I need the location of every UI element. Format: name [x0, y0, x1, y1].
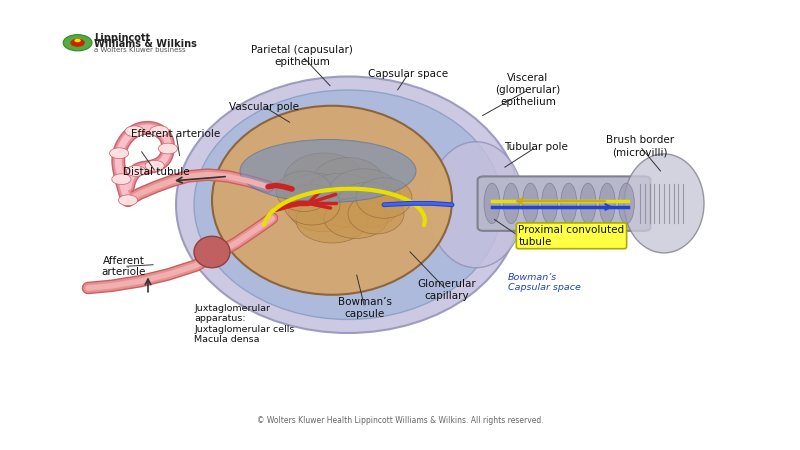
- Text: Brush border
(microvilli): Brush border (microvilli): [606, 135, 674, 157]
- Ellipse shape: [356, 178, 412, 218]
- Ellipse shape: [296, 198, 368, 243]
- Ellipse shape: [324, 198, 388, 238]
- Circle shape: [70, 39, 85, 47]
- Ellipse shape: [284, 173, 348, 218]
- Circle shape: [158, 143, 178, 154]
- Circle shape: [145, 160, 164, 171]
- Ellipse shape: [484, 183, 500, 224]
- Ellipse shape: [624, 154, 704, 253]
- Ellipse shape: [561, 183, 577, 224]
- Ellipse shape: [194, 236, 230, 268]
- Text: Efferent arteriole: Efferent arteriole: [131, 129, 221, 139]
- Ellipse shape: [522, 183, 538, 224]
- Circle shape: [150, 126, 169, 136]
- Ellipse shape: [288, 187, 360, 232]
- Text: Williams & Wilkins: Williams & Wilkins: [94, 39, 198, 49]
- Ellipse shape: [599, 183, 615, 224]
- Text: a Wolters Kluwer business: a Wolters Kluwer business: [94, 47, 186, 54]
- Text: Distal tubule: Distal tubule: [122, 167, 190, 177]
- Ellipse shape: [212, 106, 452, 295]
- Ellipse shape: [276, 171, 332, 212]
- Ellipse shape: [284, 153, 364, 207]
- Ellipse shape: [194, 90, 502, 320]
- Ellipse shape: [336, 182, 400, 227]
- Text: Visceral
(glomerular)
epithelium: Visceral (glomerular) epithelium: [495, 73, 561, 107]
- Text: © Wolters Kluwer Health Lippincott Williams & Wilkins. All rights reserved.: © Wolters Kluwer Health Lippincott Willi…: [257, 416, 543, 425]
- Circle shape: [74, 39, 81, 42]
- Text: Vascular pole: Vascular pole: [229, 102, 299, 112]
- Text: Proximal convoluted
tubule: Proximal convoluted tubule: [518, 225, 625, 247]
- Ellipse shape: [304, 173, 376, 218]
- Text: Bowman’s
capsule: Bowman’s capsule: [338, 297, 392, 319]
- Ellipse shape: [328, 169, 400, 218]
- Circle shape: [63, 35, 92, 51]
- Ellipse shape: [580, 183, 596, 224]
- Ellipse shape: [176, 76, 520, 333]
- Text: Afferent
arteriole: Afferent arteriole: [102, 256, 146, 277]
- Ellipse shape: [240, 140, 416, 202]
- Ellipse shape: [542, 183, 558, 224]
- Ellipse shape: [503, 183, 519, 224]
- Circle shape: [125, 126, 144, 137]
- Ellipse shape: [316, 187, 380, 227]
- Ellipse shape: [312, 158, 384, 207]
- Text: Juxtaglomerular
apparatus:
Juxtaglomerular cells
Macula densa: Juxtaglomerular apparatus: Juxtaglomerul…: [194, 304, 294, 344]
- Ellipse shape: [284, 184, 340, 225]
- Circle shape: [118, 195, 138, 206]
- Text: Capsular space: Capsular space: [368, 69, 448, 79]
- Ellipse shape: [428, 142, 524, 268]
- Circle shape: [112, 174, 131, 184]
- Ellipse shape: [348, 194, 404, 234]
- Text: Glomerular
capillary: Glomerular capillary: [417, 279, 476, 301]
- Circle shape: [126, 166, 146, 176]
- Text: Parietal (capusular)
epithelium: Parietal (capusular) epithelium: [251, 45, 354, 67]
- Ellipse shape: [618, 183, 634, 224]
- Circle shape: [110, 148, 129, 158]
- FancyBboxPatch shape: [478, 176, 650, 231]
- Text: Tubular pole: Tubular pole: [504, 142, 568, 152]
- Text: Bowman’s
Capsular space: Bowman’s Capsular space: [508, 273, 581, 292]
- Text: Lippincott: Lippincott: [94, 33, 150, 43]
